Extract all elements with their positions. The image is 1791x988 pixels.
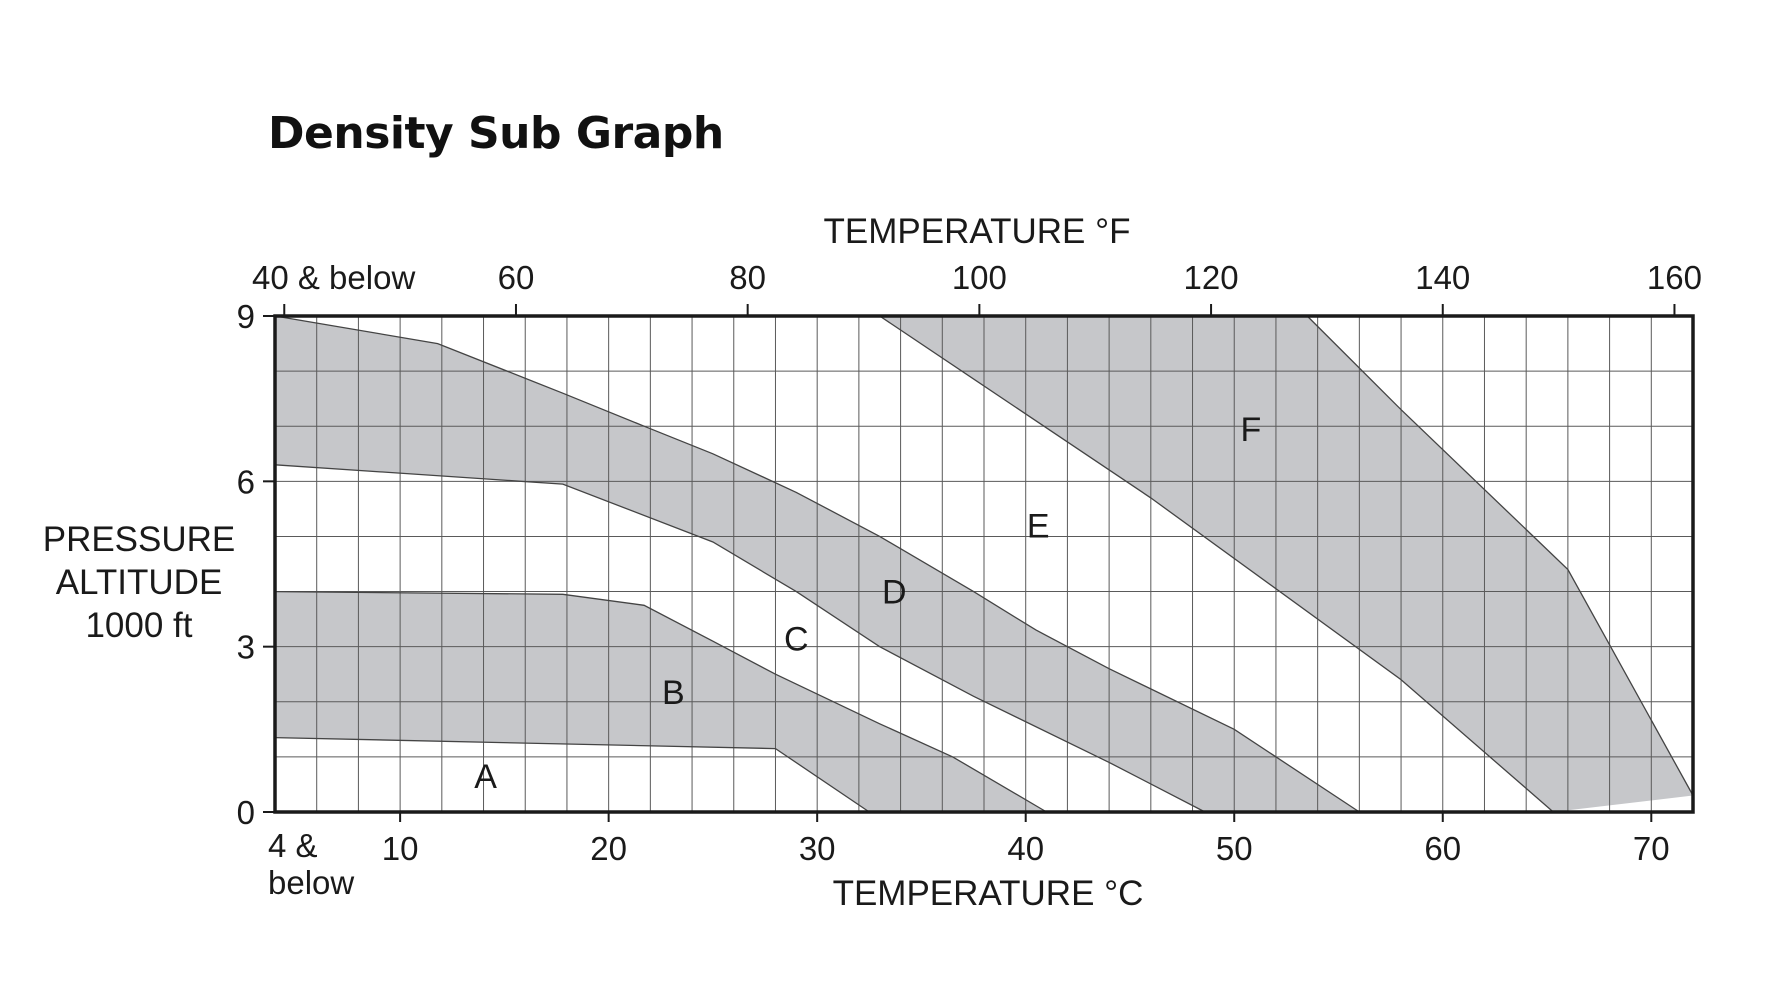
x-bottom-first-tick-label: 4 & [268, 827, 318, 864]
x-bottom-tick-label: 50 [1216, 830, 1253, 867]
x-top-tick-label: 60 [498, 259, 535, 296]
x-bottom-first-tick-label: below [268, 864, 354, 901]
region-label-f: F [1241, 411, 1262, 449]
x-bottom-tick-label: 30 [799, 830, 836, 867]
x-top-tick-label: 160 [1647, 259, 1702, 296]
region-label-b: B [662, 674, 685, 712]
band-1-lower-edge [274, 464, 1206, 813]
grid-lines [275, 316, 1693, 812]
chart-title: Density Sub Graph [268, 108, 724, 159]
x-top-axis-label: TEMPERATURE °F [824, 212, 1131, 251]
y-tick-label: 9 [237, 298, 255, 335]
band-3 [879, 316, 1693, 812]
band-3-upper-edge [1306, 315, 1694, 796]
y-tick-label: 6 [237, 463, 255, 500]
y-axis-label-line: 1000 ft [85, 606, 192, 645]
y-axis-label: PRESSURE ALTITUDE 1000 ft [43, 520, 236, 645]
x-top-tick-label: 100 [952, 259, 1007, 296]
region-labels: A B C D E F [474, 411, 1261, 796]
y-axis-label-line: ALTITUDE [56, 563, 223, 602]
y-tick-label: 0 [237, 794, 255, 831]
x-top-tick-label: 80 [729, 259, 766, 296]
region-label-e: E [1027, 507, 1050, 545]
x-bottom-tick-label: 10 [382, 830, 419, 867]
region-label-d: D [882, 574, 907, 612]
x-bottom-tick-label: 20 [590, 830, 627, 867]
y-axis-label-line: PRESSURE [43, 520, 236, 559]
band-3-lower-edge [879, 315, 1554, 813]
plot-frame [273, 314, 1695, 814]
region-label-c: C [784, 620, 809, 658]
x-bottom-tick-label: 70 [1633, 830, 1670, 867]
region-label-a: A [474, 758, 497, 796]
band-2-upper-edge [274, 590, 1047, 813]
x-bottom-tick-label: 40 [1007, 830, 1044, 867]
y-tick-label: 3 [237, 629, 255, 666]
band-1-upper-edge [274, 315, 1360, 813]
x-bottom-tick-label: 60 [1424, 830, 1461, 867]
band-2-lower-edge [274, 736, 870, 813]
x-top-tick-label: 140 [1415, 259, 1470, 296]
x-top-tick-label: 120 [1184, 259, 1239, 296]
band-edges [274, 315, 1694, 813]
x-bottom-axis-label: TEMPERATURE °C [833, 874, 1144, 913]
x-top-tick-label: 40 & below [252, 259, 415, 296]
tick-labels: 0 3 6 9 10 20 30 40 50 60 70 4 &below 40 & below 60 80… [237, 259, 1702, 901]
